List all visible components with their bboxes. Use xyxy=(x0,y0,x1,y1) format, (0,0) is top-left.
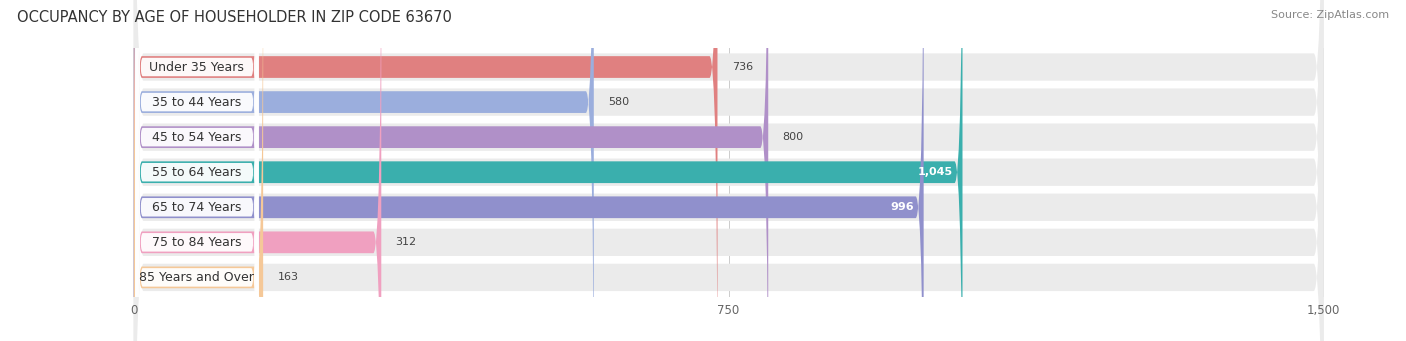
Text: Source: ZipAtlas.com: Source: ZipAtlas.com xyxy=(1271,10,1389,20)
FancyBboxPatch shape xyxy=(134,0,1323,341)
FancyBboxPatch shape xyxy=(135,0,259,341)
Text: 1,045: 1,045 xyxy=(918,167,953,177)
FancyBboxPatch shape xyxy=(134,0,1323,341)
FancyBboxPatch shape xyxy=(135,0,259,341)
Text: 75 to 84 Years: 75 to 84 Years xyxy=(152,236,242,249)
FancyBboxPatch shape xyxy=(134,0,963,341)
FancyBboxPatch shape xyxy=(135,0,259,341)
FancyBboxPatch shape xyxy=(134,0,1323,341)
Text: 163: 163 xyxy=(277,272,298,282)
FancyBboxPatch shape xyxy=(134,0,593,341)
FancyBboxPatch shape xyxy=(134,0,1323,341)
Text: 736: 736 xyxy=(731,62,752,72)
Text: 996: 996 xyxy=(890,202,914,212)
FancyBboxPatch shape xyxy=(135,0,259,341)
Text: Under 35 Years: Under 35 Years xyxy=(149,60,245,74)
Text: 85 Years and Over: 85 Years and Over xyxy=(139,271,254,284)
FancyBboxPatch shape xyxy=(135,0,259,341)
FancyBboxPatch shape xyxy=(134,0,924,341)
Text: 580: 580 xyxy=(607,97,630,107)
Text: 800: 800 xyxy=(783,132,804,142)
FancyBboxPatch shape xyxy=(134,0,768,341)
Text: 45 to 54 Years: 45 to 54 Years xyxy=(152,131,242,144)
FancyBboxPatch shape xyxy=(135,0,259,341)
FancyBboxPatch shape xyxy=(134,0,381,341)
Text: 55 to 64 Years: 55 to 64 Years xyxy=(152,166,242,179)
FancyBboxPatch shape xyxy=(134,0,1323,341)
Text: OCCUPANCY BY AGE OF HOUSEHOLDER IN ZIP CODE 63670: OCCUPANCY BY AGE OF HOUSEHOLDER IN ZIP C… xyxy=(17,10,451,25)
FancyBboxPatch shape xyxy=(134,0,263,341)
FancyBboxPatch shape xyxy=(134,0,1323,341)
Text: 65 to 74 Years: 65 to 74 Years xyxy=(152,201,242,214)
FancyBboxPatch shape xyxy=(134,0,717,341)
FancyBboxPatch shape xyxy=(134,0,1323,341)
Text: 35 to 44 Years: 35 to 44 Years xyxy=(152,95,242,108)
Text: 312: 312 xyxy=(395,237,416,247)
FancyBboxPatch shape xyxy=(135,0,259,341)
